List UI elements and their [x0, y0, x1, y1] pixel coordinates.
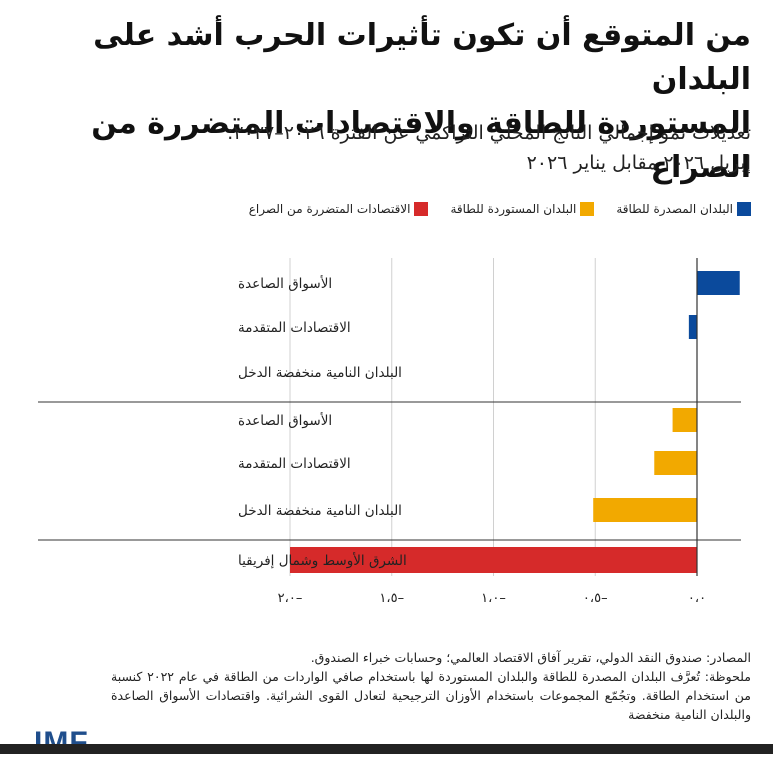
- title-line-2: المستوردة للطاقة والاقتصادات المتضررة من…: [91, 106, 751, 185]
- legend-item-exporters: البلدان المصدرة للطاقة: [616, 202, 751, 216]
- bar-0: [697, 271, 740, 295]
- imf-logo: IMF: [34, 726, 89, 759]
- category-label-4: الاقتصادات المتقدمة: [238, 456, 351, 472]
- bar-5: [593, 498, 697, 522]
- tick-label-1: ١،٥–: [379, 591, 404, 606]
- bar-chart: الأسواق الصاعدة الاقتصادات المتقدمة البلدا…: [38, 258, 741, 606]
- legend-item-conflict: الاقتصادات المتضررة من الصراع: [249, 202, 429, 216]
- legend-label-importers: البلدان المستوردة للطاقة: [450, 202, 577, 216]
- category-label-2: البلدان النامية منخفضة الدخل: [238, 365, 402, 381]
- title-line-1: من المتوقع أن تكون تأثيرات الحرب أشد على…: [93, 18, 751, 97]
- note-text: ملحوظة: تُعرَّف البلدان المصدرة للطاقة و…: [111, 669, 751, 722]
- chart-legend: البلدان المصدرة للطاقة البلدان المستوردة…: [31, 202, 751, 216]
- category-label-0: الأسواق الصاعدة: [238, 275, 332, 292]
- tick-label-2: ١،٠–: [481, 591, 506, 606]
- bar-3: [672, 408, 697, 432]
- bar-6: [290, 547, 697, 573]
- subtitle-line-1: تعديلات نمو إجمالي الناتج المحلي التراكم…: [227, 122, 751, 144]
- legend-item-importers: البلدان المستوردة للطاقة: [450, 202, 595, 216]
- tick-label-3: ٠،٥–: [583, 591, 608, 606]
- tick-label-4: ٠،٠: [688, 591, 706, 606]
- subtitle-line-2: إبريل ٢٠٢٦ مقابل يناير ٢٠٢٦: [526, 152, 751, 174]
- legend-swatch-conflict: [414, 202, 429, 216]
- legend-label-exporters: البلدان المصدرة للطاقة: [616, 202, 733, 216]
- sources-text: المصادر: صندوق النقد الدولي، تقرير آفاق …: [310, 650, 751, 665]
- legend-swatch-exporters: [737, 202, 751, 216]
- category-label-5: البلدان النامية منخفضة الدخل: [238, 503, 402, 519]
- category-label-1: الاقتصادات المتقدمة: [238, 320, 351, 336]
- chart-subtitle: تعديلات نمو إجمالي الناتج المحلي التراكم…: [11, 118, 751, 178]
- legend-label-conflict: الاقتصادات المتضررة من الصراع: [248, 202, 411, 216]
- bar-1: [688, 315, 697, 339]
- chart-notes: المصادر: صندوق النقد الدولي، تقرير آفاق …: [111, 648, 751, 724]
- category-label-6: الشرق الأوسط وشمال إفريقيا: [238, 552, 407, 569]
- tick-label-0: ٢،٠–: [278, 591, 303, 606]
- chart-title: من المتوقع أن تكون تأثيرات الحرب أشد على…: [11, 14, 751, 190]
- bar-4: [654, 451, 697, 475]
- legend-swatch-importers: [580, 202, 595, 216]
- category-label-3: الأسواق الصاعدة: [238, 412, 332, 429]
- bottom-strip: [0, 744, 773, 754]
